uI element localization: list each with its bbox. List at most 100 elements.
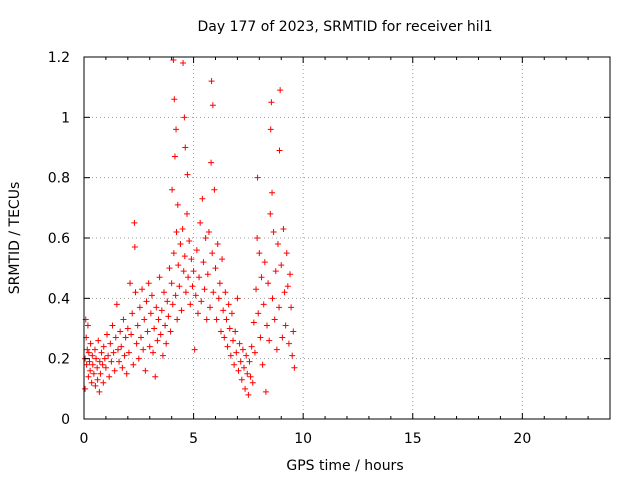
data-point: [163, 340, 170, 347]
data-point: [232, 328, 239, 335]
data-point: [249, 379, 256, 386]
data-point: [154, 337, 161, 344]
data-point: [94, 364, 101, 371]
data-point: [174, 201, 181, 208]
data-point: [267, 210, 274, 217]
data-point: [269, 189, 276, 196]
data-point: [169, 301, 176, 308]
data-point: [277, 87, 284, 94]
data-point: [100, 343, 107, 350]
data-point: [152, 373, 159, 380]
data-point: [216, 280, 223, 287]
data-point: [180, 268, 187, 275]
data-point: [99, 361, 106, 368]
data-point: [194, 310, 201, 317]
data-point: [254, 235, 261, 241]
data-point: [199, 195, 206, 202]
data-point: [256, 250, 263, 257]
data-point: [269, 295, 276, 302]
data-point: [159, 352, 166, 359]
data-point: [145, 280, 152, 287]
data-point: [265, 280, 272, 287]
data-point: [137, 334, 144, 341]
plot-frame: [83, 56, 611, 420]
data-point: [230, 337, 237, 344]
data-point: [134, 322, 141, 329]
y-tick-label: 0.4: [48, 291, 70, 307]
data-point: [280, 225, 287, 232]
data-point: [114, 346, 121, 353]
data-point: [266, 337, 273, 344]
data-point: [283, 250, 290, 257]
data-point: [268, 99, 275, 106]
data-point: [107, 340, 114, 347]
data-point: [226, 325, 233, 332]
data-point: [186, 238, 193, 245]
data-point: [88, 379, 95, 386]
data-point: [167, 328, 174, 335]
data-point: [264, 322, 271, 329]
data-point: [180, 60, 187, 67]
data-point: [233, 349, 240, 356]
y-tick-label: 0: [61, 412, 70, 428]
data-point: [285, 340, 292, 347]
data-point: [235, 367, 242, 374]
data-point: [173, 126, 180, 133]
data-point: [121, 352, 128, 359]
data-point: [143, 298, 150, 305]
data-point: [84, 322, 91, 329]
data-point: [175, 262, 182, 269]
data-point: [213, 316, 220, 323]
data-point: [146, 343, 153, 350]
data-point: [96, 388, 103, 395]
data-point: [87, 367, 94, 374]
data-point: [87, 340, 94, 347]
data-point: [205, 228, 212, 235]
data-point: [178, 307, 185, 314]
x-axis-label: GPS time / hours: [286, 458, 403, 474]
data-point: [193, 247, 200, 254]
data-point: [244, 370, 251, 377]
data-point: [96, 358, 103, 365]
data-point: [136, 304, 143, 311]
data-point: [247, 373, 254, 380]
data-point: [202, 235, 209, 241]
data-point: [90, 370, 97, 377]
data-point: [165, 313, 172, 320]
data-point: [147, 310, 154, 317]
data-point: [246, 358, 253, 365]
data-point: [84, 346, 91, 353]
data-point: [184, 210, 191, 217]
data-point: [172, 292, 179, 299]
data-point: [245, 391, 252, 398]
data-point: [95, 337, 102, 344]
data-point: [116, 358, 123, 365]
data-point: [98, 349, 105, 356]
data-point: [93, 355, 100, 362]
data-point: [225, 301, 232, 308]
data-point: [187, 301, 194, 308]
data-point: [85, 373, 92, 380]
data-point: [190, 268, 197, 275]
data-point: [91, 346, 98, 353]
data-point: [222, 289, 229, 296]
data-point: [170, 250, 177, 257]
data-point: [129, 310, 136, 317]
data-point: [106, 373, 113, 380]
data-point: [101, 355, 108, 362]
data-point: [119, 364, 126, 371]
data-point: [112, 334, 119, 341]
data-point: [110, 349, 117, 356]
data-point: [212, 265, 219, 272]
data-point: [102, 364, 109, 371]
data-point: [203, 316, 210, 323]
data-point: [260, 301, 267, 308]
data-point: [182, 144, 189, 151]
x-tick-label: 15: [404, 431, 422, 447]
data-point: [287, 271, 294, 278]
data-point: [111, 367, 118, 374]
data-point: [182, 289, 189, 296]
data-point: [271, 316, 278, 323]
data-point: [237, 358, 244, 365]
data-point: [239, 346, 246, 353]
